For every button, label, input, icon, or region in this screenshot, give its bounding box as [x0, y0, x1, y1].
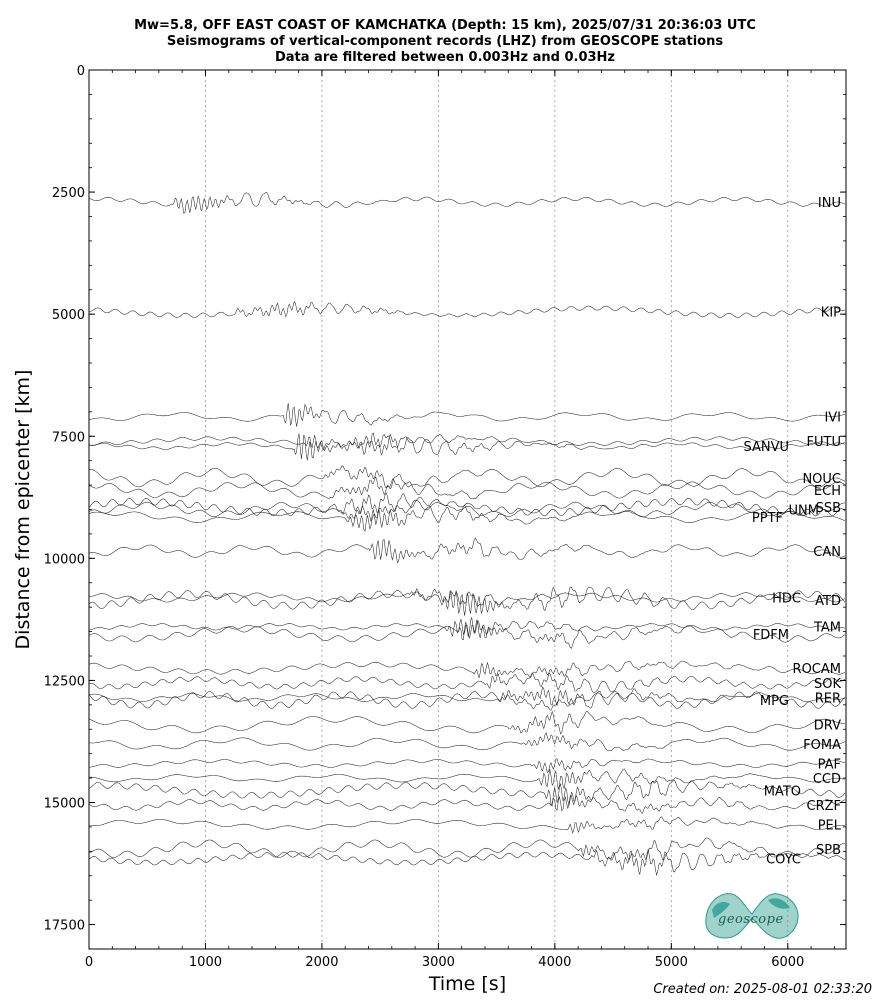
station-label-fdfm: FDFM	[753, 628, 789, 643]
station-label-atd: ATD	[815, 594, 841, 609]
station-label-can: CAN	[813, 545, 841, 560]
station-label-mpg: MPG	[760, 694, 789, 709]
chart-title-line1: Mw=5.8, OFF EAST COAST OF KAMCHATKA (Dep…	[134, 18, 756, 33]
station-label-futu: FUTU	[807, 435, 841, 450]
station-label-spb: SPB	[816, 843, 841, 858]
y-tick-label: 17500	[44, 919, 85, 934]
station-label-inu: INU	[818, 196, 841, 211]
created-timestamp: Created on: 2025-08-01 02:33:20	[653, 982, 872, 997]
plot-frame	[88, 69, 847, 950]
y-tick-label: 7500	[52, 430, 85, 445]
x-axis-label: Time [s]	[428, 973, 506, 995]
trace-rer	[88, 686, 846, 709]
station-label-ccd: CCD	[813, 772, 841, 787]
x-tick-label: 5000	[655, 955, 688, 970]
chart-title-line3: Data are filtered between 0.003Hz and 0.…	[274, 50, 616, 65]
station-label-ssb: SSB	[816, 501, 841, 516]
y-tick-label: 12500	[44, 674, 85, 689]
station-label-crzf: CRZF	[807, 799, 842, 814]
trace-hdc	[88, 588, 846, 607]
trace-tam	[88, 619, 846, 639]
y-axis-label: Distance from epicenter [km]	[12, 370, 34, 650]
station-label-sanvu: SANVU	[743, 440, 789, 455]
trace-foma	[88, 732, 846, 751]
x-tick-label: 1000	[189, 955, 222, 970]
geoscope-logo-icon	[705, 893, 799, 939]
y-tick-label: 5000	[52, 308, 85, 323]
station-label-sok: SOK	[814, 677, 841, 692]
station-label-mato: MATO	[764, 784, 801, 799]
station-label-pel: PEL	[818, 818, 842, 833]
chart-title-line2: Seismograms of vertical-component record…	[166, 34, 724, 49]
station-label-kip: KIP	[821, 306, 841, 321]
trace-sok	[88, 672, 846, 693]
trace-paf	[88, 758, 846, 774]
trace-atd	[88, 586, 846, 616]
trace-pel	[88, 816, 846, 834]
station-label-rocam: ROCAM	[793, 662, 841, 677]
trace-inu	[88, 191, 846, 215]
trace-ssb	[88, 492, 846, 517]
y-tick-label: 15000	[44, 797, 85, 812]
x-tick-label: 6000	[771, 955, 804, 970]
x-tick-label: 2000	[305, 955, 338, 970]
trace-crzf	[88, 794, 846, 814]
station-label-nouc: NOUC	[802, 472, 841, 487]
x-tick-label: 3000	[422, 955, 455, 970]
trace-fdfm	[88, 616, 846, 649]
station-label-drv: DRV	[814, 718, 841, 733]
trace-pptf	[88, 504, 846, 532]
trace-sanvu	[88, 432, 846, 461]
station-label-foma: FOMA	[803, 738, 841, 753]
trace-coyc	[88, 849, 846, 876]
trace-ech	[88, 476, 846, 499]
y-tick-label: 2500	[52, 186, 85, 201]
x-tick-label: 0	[85, 955, 93, 970]
trace-nouc	[88, 465, 846, 490]
station-label-unm: UNM	[789, 504, 819, 519]
trace-mpg	[88, 691, 846, 711]
trace-ccd	[89, 768, 846, 790]
station-label-ivi: IVI	[824, 411, 841, 426]
trace-kip	[88, 301, 846, 318]
trace-drv	[88, 710, 845, 735]
geoscope-logo-text: geoscope	[718, 912, 784, 927]
station-label-hdc: HDC	[772, 591, 801, 606]
station-label-coyc: COYC	[766, 853, 801, 868]
station-label-ech: ECH	[814, 484, 841, 499]
station-label-paf: PAF	[818, 757, 841, 772]
trace-futu	[88, 434, 846, 452]
y-tick-label: 0	[77, 64, 85, 79]
trace-ivi	[88, 403, 846, 427]
trace-can	[88, 537, 846, 564]
trace-unm	[88, 499, 845, 522]
y-tick-label: 10000	[44, 552, 85, 567]
station-label-rer: RER	[815, 692, 841, 707]
trace-mato	[88, 779, 846, 807]
station-label-pptf: PPTF	[752, 511, 783, 526]
trace-spb	[88, 837, 845, 861]
trace-rocam	[88, 660, 846, 679]
x-tick-label: 4000	[538, 955, 571, 970]
station-label-tam: TAM	[813, 621, 841, 636]
